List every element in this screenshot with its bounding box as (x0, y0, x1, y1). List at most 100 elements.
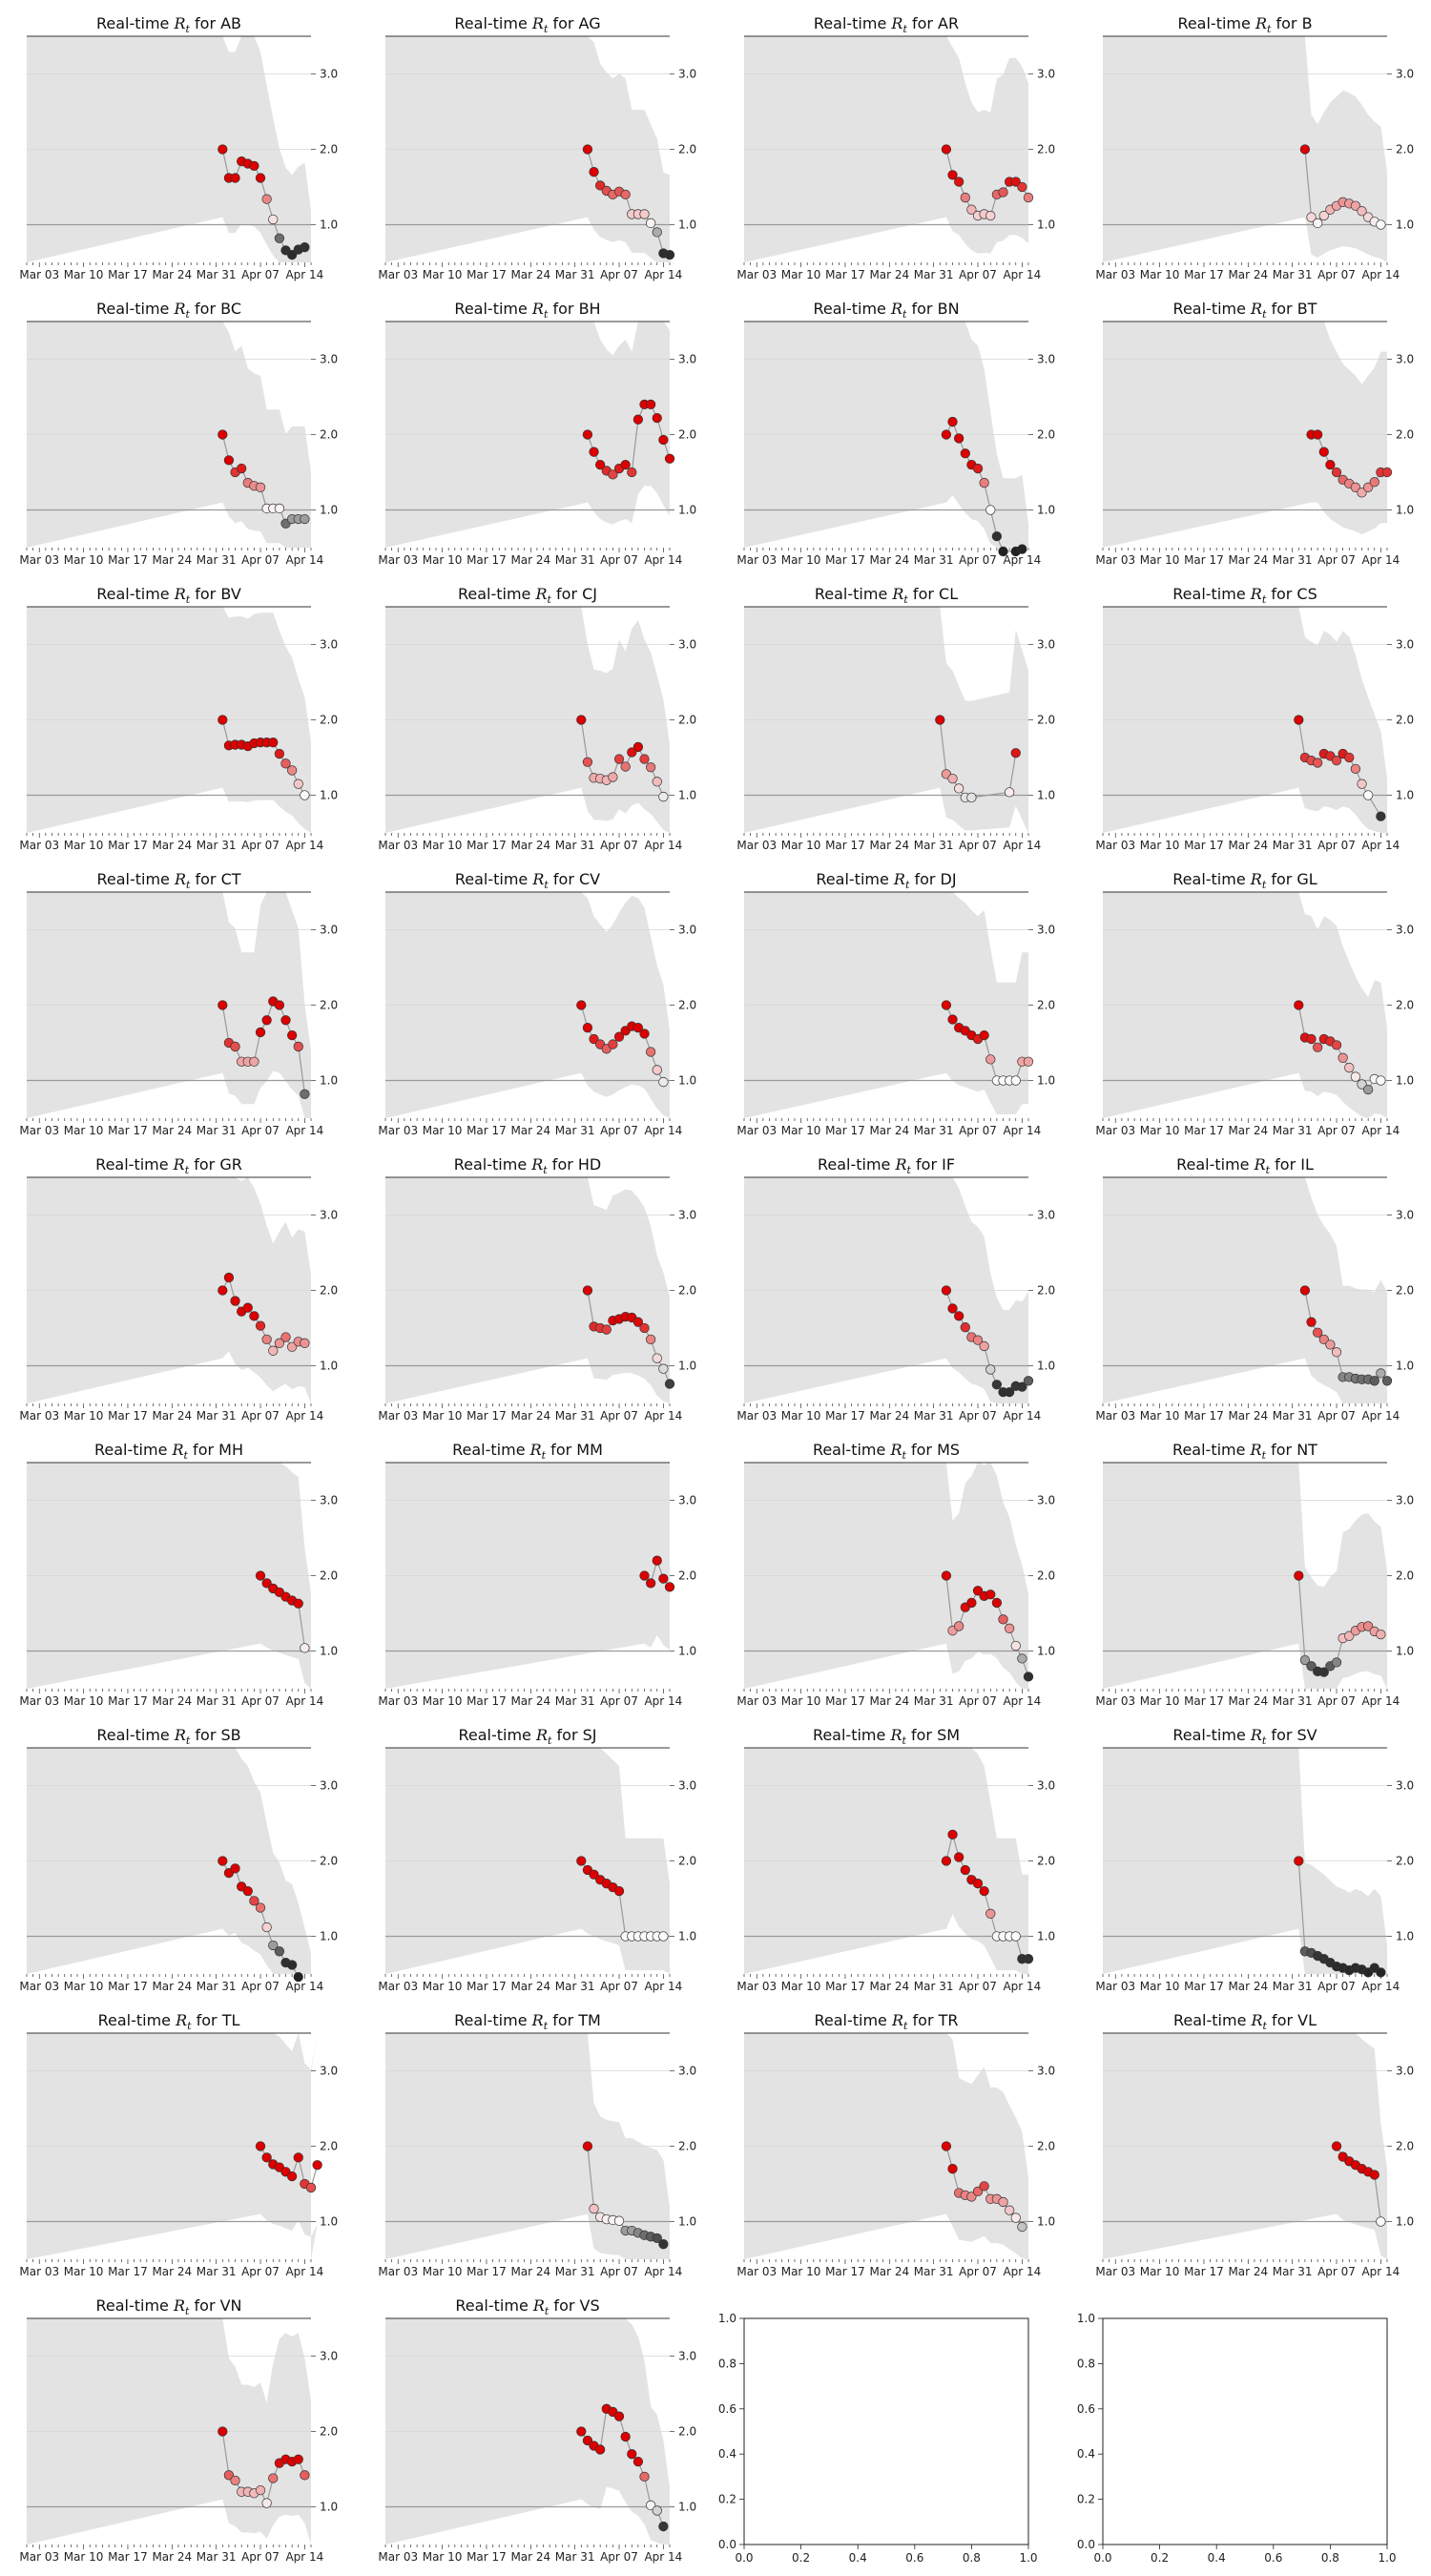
y-tick-label: 3.0 (1037, 1494, 1055, 1507)
rt-point (941, 1000, 952, 1010)
rt-point (218, 1856, 228, 1866)
x-tick-label: Mar 24 (152, 2265, 192, 2278)
rt-point (1318, 1667, 1329, 1677)
rt-point (941, 1570, 952, 1581)
rt-point (935, 715, 945, 725)
rt-point (582, 1285, 593, 1296)
x-tick-label: Apr 07 (1317, 553, 1356, 567)
rt-point (1325, 459, 1336, 470)
panel-title: Real-time Rt for BN (813, 300, 959, 321)
rt-point (991, 1380, 1003, 1390)
rt-point (664, 453, 675, 464)
rt-point (652, 2233, 662, 2244)
rt-point (639, 754, 650, 764)
rt-point (249, 160, 259, 172)
x-tick-label: Mar 03 (378, 839, 418, 852)
rt-point (954, 1852, 964, 1862)
x-tick-label: Mar 31 (555, 1694, 595, 1708)
x-tick-label: Mar 10 (781, 1124, 821, 1137)
rt-point (230, 1296, 240, 1306)
panel-title: Real-time Rt for IL (1176, 1155, 1314, 1176)
y-tick-label: 3.0 (1037, 1779, 1055, 1793)
x-tick-label: Mar 03 (736, 1409, 777, 1423)
rt-point (639, 1570, 650, 1581)
rt-point (242, 1885, 253, 1897)
y-tick-label: 2.0 (1396, 1855, 1414, 1868)
rt-point (979, 477, 989, 488)
rt-point (1331, 2141, 1342, 2151)
rt-point (972, 1586, 984, 1596)
rt-point (274, 1000, 285, 1010)
rt-point (1338, 1052, 1348, 1063)
y-tick-label: 3.0 (320, 1209, 338, 1222)
rt-point (261, 194, 272, 204)
x-tick-label: Mar 31 (197, 1409, 237, 1423)
x-tick-label: Mar 24 (510, 1980, 550, 1993)
rt-point (1306, 212, 1317, 222)
y-tick-label: 2.0 (320, 999, 338, 1012)
rt-point (1294, 1570, 1304, 1581)
rt-point (652, 1353, 662, 1363)
x-tick-label: Mar 10 (423, 2550, 463, 2564)
x-tick-label: Apr 14 (285, 1124, 323, 1137)
x-tick-label: Mar 10 (423, 268, 463, 281)
panel-title: Real-time Rt for TR (814, 2011, 958, 2032)
panel-BC: Mar 03 Mar 10 Mar 17 Mar 24 Mar 31 Apr 07 Apr … (19, 300, 338, 567)
empty-axes-frame (1102, 2317, 1388, 2545)
rt-point (1010, 1931, 1021, 1942)
x-tick-label: Apr 14 (644, 553, 682, 567)
y-tick-label: 1.0 (1396, 2215, 1414, 2229)
x-tick-label: Apr 14 (644, 839, 682, 852)
rt-point (293, 1972, 303, 1983)
panel-title: Real-time Rt for VS (455, 2296, 599, 2317)
x-tick-label: Mar 31 (555, 268, 595, 281)
x-tick-label: Mar 17 (108, 1409, 148, 1423)
rt-point (1369, 2170, 1379, 2180)
rt-point (658, 2521, 669, 2532)
rt-point (613, 2215, 625, 2226)
rt-point (954, 1621, 964, 1631)
x-tick-label: Mar 31 (555, 2550, 595, 2564)
x-tick-label: Mar 24 (1228, 553, 1268, 567)
y-tick-label: 2.0 (1037, 1855, 1055, 1868)
x-tick-label: Mar 31 (1273, 1124, 1313, 1137)
rt-point (979, 1029, 989, 1041)
panel-title: Real-time Rt for VN (95, 2296, 241, 2317)
rt-point (582, 144, 593, 155)
panel-title: Real-time Rt for VL (1173, 2011, 1317, 2032)
rt-point (249, 1896, 259, 1906)
x-tick-label: Apr 07 (959, 839, 997, 852)
rt-point (1318, 447, 1329, 457)
y-tick-label: 3.0 (320, 1494, 338, 1507)
rt-point (664, 249, 675, 260)
rt-point (1362, 1084, 1374, 1095)
rt-point (954, 433, 964, 444)
x-tick-label: Mar 17 (825, 839, 865, 852)
rt-point (972, 2186, 984, 2197)
panel-B: Mar 03 Mar 10 Mar 17 Mar 24 Mar 31 Apr 07 Apr … (1095, 14, 1414, 281)
rt-point (589, 1869, 599, 1880)
x-tick-label: Apr 14 (1361, 1124, 1400, 1137)
x-tick-label: Apr 14 (1003, 2265, 1041, 2278)
rt-point (1017, 1381, 1027, 1392)
x-tick-label: Mar 03 (736, 839, 777, 852)
x-tick-label: Apr 14 (285, 839, 323, 852)
x-tick-label: Mar 31 (197, 553, 237, 567)
y-tick-label: 2.0 (1396, 143, 1414, 156)
rt-point (1318, 210, 1329, 221)
rt-point (1350, 200, 1361, 211)
x-tick-label: Mar 03 (736, 268, 777, 281)
rt-point (1017, 544, 1027, 554)
panel-title: Real-time Rt for IF (818, 1155, 955, 1176)
y-tick-label: 3.0 (1396, 1779, 1414, 1793)
panel-title: Real-time Rt for BV (96, 585, 241, 606)
rt-point (1344, 1062, 1355, 1073)
x-tick-label: 0.4 (1208, 2551, 1226, 2565)
y-tick-label: 2.0 (678, 1855, 696, 1868)
x-tick-label: Mar 10 (781, 839, 821, 852)
y-tick-label: 2.0 (678, 1284, 696, 1298)
x-tick-label: Mar 10 (64, 1124, 104, 1137)
y-tick-label: 3.0 (678, 638, 696, 652)
rt-point (941, 1285, 952, 1296)
rt-point (954, 177, 964, 187)
